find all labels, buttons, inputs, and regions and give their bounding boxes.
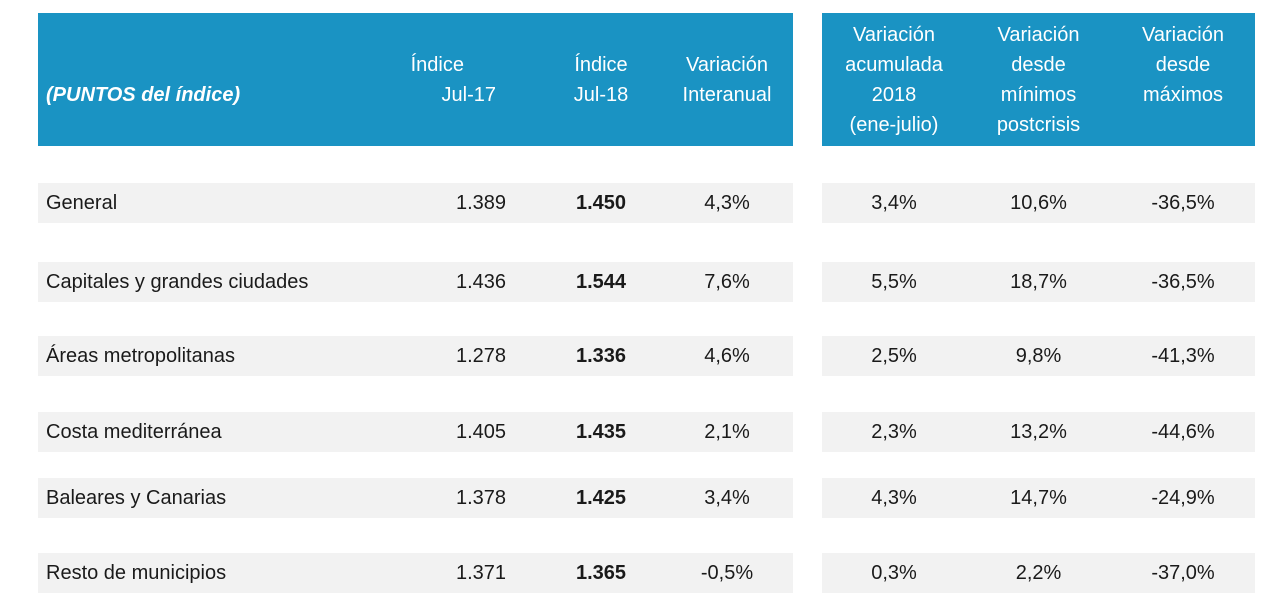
cell-variacion-desde-maximos: -44,6% bbox=[1151, 421, 1215, 443]
table-row-general-right: 3,4% 10,6% -36,5% bbox=[822, 183, 1255, 223]
cell-variacion-desde-maximos: -41,3% bbox=[1151, 345, 1215, 367]
cell-variacion-interanual: -0,5% bbox=[700, 562, 754, 584]
cell-indice-jul17: 1.436 bbox=[455, 271, 507, 293]
table-header-right-block: Variación acumulada 2018 (ene-julio) Var… bbox=[822, 13, 1255, 146]
cell-indice-jul17: 1.371 bbox=[455, 562, 507, 584]
cell-variacion-desde-minimos: 9,8% bbox=[1015, 345, 1062, 367]
column-header-line: Jul-18 bbox=[573, 84, 629, 106]
row-label: Resto de municipios bbox=[46, 562, 227, 584]
row-label: General bbox=[46, 192, 118, 214]
row-label: Baleares y Canarias bbox=[46, 487, 227, 509]
table-row-baleares-right: 4,3% 14,7% -24,9% bbox=[822, 478, 1255, 518]
column-header-indice-jul18: Índice Jul-18 bbox=[541, 50, 661, 110]
column-header-line: Variación bbox=[686, 54, 768, 76]
table-row-resto-right: 0,3% 2,2% -37,0% bbox=[822, 553, 1255, 593]
cell-variacion-desde-maximos: -37,0% bbox=[1151, 562, 1215, 584]
table-row-capitales-right: 5,5% 18,7% -36,5% bbox=[822, 262, 1255, 302]
cell-variacion-acumulada-2018: 2,3% bbox=[871, 421, 917, 443]
column-header-line: Índice bbox=[574, 54, 628, 76]
cell-variacion-desde-minimos: 10,6% bbox=[1010, 192, 1067, 214]
cell-indice-jul18: 1.544 bbox=[575, 271, 627, 293]
cell-variacion-interanual: 7,6% bbox=[704, 271, 750, 293]
row-label: Áreas metropolitanas bbox=[46, 345, 235, 367]
cell-indice-jul17: 1.378 bbox=[455, 487, 507, 509]
table-row-costa-right: 2,3% 13,2% -44,6% bbox=[822, 412, 1255, 452]
column-header-variacion-desde-maximos: Variación desde máximos bbox=[1111, 20, 1255, 110]
table-row-general-left: General 1.389 1.450 4,3% bbox=[38, 183, 793, 223]
cell-variacion-acumulada-2018: 3,4% bbox=[871, 192, 917, 214]
cell-variacion-acumulada-2018: 0,3% bbox=[871, 562, 917, 584]
cell-indice-jul18: 1.336 bbox=[575, 345, 627, 367]
cell-indice-jul18: 1.365 bbox=[575, 562, 627, 584]
column-header-line: máximos bbox=[1142, 84, 1223, 106]
column-header-variacion-acumulada-2018: Variación acumulada 2018 (ene-julio) bbox=[822, 20, 966, 140]
column-header-line: acumulada bbox=[845, 54, 943, 76]
table-row-resto-left: Resto de municipios 1.371 1.365 -0,5% bbox=[38, 553, 793, 593]
column-header-line: desde bbox=[1011, 54, 1066, 76]
table-row-costa-left: Costa mediterránea 1.405 1.435 2,1% bbox=[38, 412, 793, 452]
row-label: Capitales y grandes ciudades bbox=[46, 271, 309, 293]
cell-indice-jul17: 1.389 bbox=[455, 192, 507, 214]
column-header-line: Variación bbox=[997, 24, 1080, 46]
column-header-indice-jul17: Índice Jul-17 bbox=[372, 50, 496, 110]
cell-indice-jul18: 1.435 bbox=[575, 421, 627, 443]
cell-indice-jul17: 1.405 bbox=[455, 421, 507, 443]
column-header-line: postcrisis bbox=[996, 114, 1081, 136]
cell-variacion-desde-maximos: -36,5% bbox=[1151, 192, 1215, 214]
table-row-areas-right: 2,5% 9,8% -41,3% bbox=[822, 336, 1255, 376]
table-row-capitales-left: Capitales y grandes ciudades 1.436 1.544… bbox=[38, 262, 793, 302]
column-header-line: mínimos bbox=[1000, 84, 1077, 106]
table-row-baleares-left: Baleares y Canarias 1.378 1.425 3,4% bbox=[38, 478, 793, 518]
cell-variacion-desde-maximos: -24,9% bbox=[1151, 487, 1215, 509]
row-label: Costa mediterránea bbox=[46, 421, 222, 443]
column-header-line: (ene-julio) bbox=[849, 114, 939, 136]
column-header-line: Interanual bbox=[682, 84, 772, 106]
cell-variacion-interanual: 4,3% bbox=[704, 192, 750, 214]
cell-indice-jul18: 1.425 bbox=[575, 487, 627, 509]
column-header-line: desde bbox=[1155, 54, 1211, 76]
column-header-variacion-desde-minimos: Variación desde mínimos postcrisis bbox=[966, 20, 1111, 140]
cell-variacion-desde-minimos: 2,2% bbox=[1015, 562, 1062, 584]
column-header-line: Variación bbox=[853, 24, 935, 46]
cell-variacion-desde-minimos: 18,7% bbox=[1010, 271, 1067, 293]
column-header-line: Jul-17 bbox=[441, 84, 496, 106]
column-header-variacion-interanual: Variación Interanual bbox=[657, 50, 797, 110]
cell-indice-jul18: 1.450 bbox=[575, 192, 627, 214]
column-header-line: Índice bbox=[410, 54, 464, 76]
cell-variacion-interanual: 2,1% bbox=[704, 421, 750, 443]
cell-variacion-desde-maximos: -36,5% bbox=[1151, 271, 1215, 293]
cell-variacion-acumulada-2018: 5,5% bbox=[871, 271, 917, 293]
cell-variacion-acumulada-2018: 4,3% bbox=[871, 487, 917, 509]
table-row-areas-left: Áreas metropolitanas 1.278 1.336 4,6% bbox=[38, 336, 793, 376]
column-header-line: Variación bbox=[1142, 24, 1224, 46]
cell-variacion-interanual: 3,4% bbox=[704, 487, 750, 509]
table-header-left-block: (PUNTOS del índice) Índice Jul-17 Índice… bbox=[38, 13, 793, 146]
cell-variacion-interanual: 4,6% bbox=[704, 345, 750, 367]
column-header-line: 2018 bbox=[871, 84, 917, 106]
cell-variacion-desde-minimos: 14,7% bbox=[1010, 487, 1067, 509]
table-title: (PUNTOS del índice) bbox=[46, 84, 241, 106]
cell-indice-jul17: 1.278 bbox=[455, 345, 507, 367]
cell-variacion-acumulada-2018: 2,5% bbox=[871, 345, 917, 367]
cell-variacion-desde-minimos: 13,2% bbox=[1010, 421, 1067, 443]
